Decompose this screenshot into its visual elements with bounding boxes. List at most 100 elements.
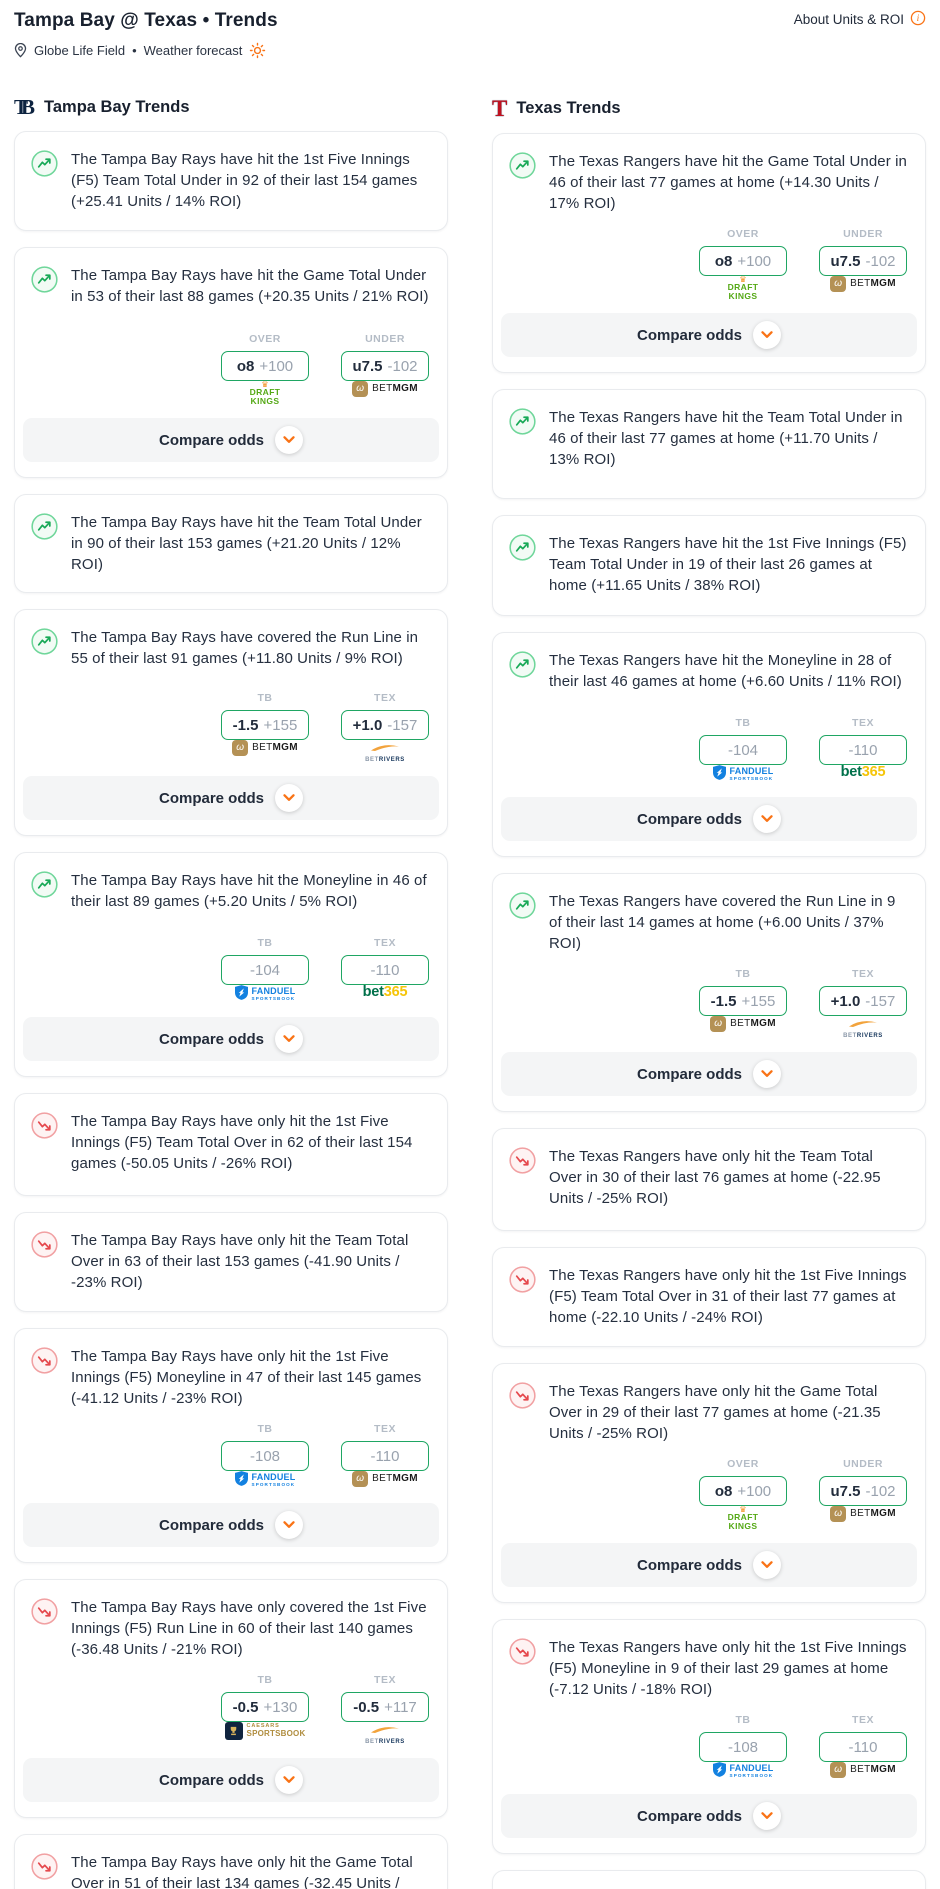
odds-option-label: TEX: [374, 1423, 396, 1435]
trends-columns: TB Tampa Bay Trends The Tampa Bay Rays h…: [14, 97, 926, 1889]
trend-down-icon: [31, 1231, 58, 1258]
trend-card: The Tampa Bay Rays have only hit the Gam…: [14, 1834, 448, 1889]
trend-text: The Tampa Bay Rays have hit the Team Tot…: [71, 514, 422, 573]
tampa-bay-card-list: The Tampa Bay Rays have hit the 1st Five…: [14, 131, 448, 1889]
compare-odds-label: Compare odds: [636, 1807, 742, 1825]
page-title: Tampa Bay @ Texas • Trends: [14, 10, 278, 31]
trend-text: The Texas Rangers have only hit the Game…: [549, 1383, 881, 1442]
sportsbook-logo-fanduel: FANDUEL SPORTSBOOK: [699, 1762, 787, 1781]
odds-section: TB -1.5 +155 ω BETMGM TEX +1.0 -157 BETRIVERS Com…: [23, 678, 439, 820]
weather-forecast-link[interactable]: Weather forecast: [143, 43, 243, 58]
info-icon[interactable]: i: [910, 10, 926, 29]
odds-option: TEX -0.5 +117 BETRIVERS: [341, 1674, 429, 1745]
compare-odds-button[interactable]: Compare odds: [23, 776, 439, 820]
odds-value-button[interactable]: -104: [699, 735, 787, 765]
odds-value-button[interactable]: -110: [819, 1732, 907, 1762]
trend-card: The Tampa Bay Rays have only hit the 1st…: [14, 1093, 448, 1196]
about-units-roi-link[interactable]: About Units & ROI i: [794, 10, 926, 29]
sportsbook-logo-betmgm: ω BETMGM: [699, 1016, 787, 1032]
trend-text: The Texas Rangers have only hit the 1st …: [549, 1639, 907, 1698]
compare-odds-label: Compare odds: [636, 1065, 742, 1083]
compare-odds-button[interactable]: Compare odds: [23, 1758, 439, 1802]
compare-odds-button[interactable]: Compare odds: [23, 418, 439, 462]
compare-odds-label: Compare odds: [158, 789, 264, 807]
lion-icon: ω: [830, 1506, 847, 1522]
page-header: Tampa Bay @ Texas • Trends About Units &…: [14, 10, 926, 32]
lion-icon: ω: [232, 740, 249, 756]
odds-value-button[interactable]: +1.0 -157: [341, 710, 429, 740]
trend-down-icon: [31, 1853, 58, 1880]
odds-value-button[interactable]: u7.5 -102: [819, 1476, 907, 1506]
shield-icon: [234, 1471, 248, 1490]
compare-odds-button[interactable]: Compare odds: [23, 1017, 439, 1061]
compare-odds-button[interactable]: Compare odds: [501, 1794, 917, 1838]
separator-dot: •: [132, 43, 137, 58]
compare-odds-button[interactable]: Compare odds: [501, 797, 917, 841]
lion-icon: ω: [710, 1016, 727, 1032]
trend-card: The Texas Rangers have only hit the 1st …: [492, 1619, 926, 1854]
sportsbook-logo-betmgm: ω BETMGM: [819, 1762, 907, 1778]
odds-option: TB -108 FANDUEL SPORTSBOOK: [699, 1714, 787, 1781]
chevron-down-icon: [275, 426, 303, 454]
odds-value-button[interactable]: u7.5 -102: [819, 246, 907, 276]
sportsbook-logo-fanduel: FANDUEL SPORTSBOOK: [221, 985, 309, 1004]
odds-value-button[interactable]: -1.5 +155: [699, 986, 787, 1016]
shield-icon: [234, 985, 248, 1004]
odds-value-button[interactable]: -104: [221, 955, 309, 985]
odds-option: UNDER u7.5 -102 ω BETMGM: [819, 1458, 907, 1530]
odds-option: TB -0.5 +130 CAESARS SPORTSBOOK: [221, 1674, 309, 1745]
odds-value-button[interactable]: o8 +100: [221, 351, 309, 381]
odds-value-button[interactable]: -0.5 +117: [341, 1692, 429, 1722]
odds-option-label: UNDER: [843, 1458, 883, 1470]
trend-card: The Texas Rangers have covered the Run L…: [492, 873, 926, 1112]
sportsbook-logo-betmgm: ω BETMGM: [341, 381, 429, 397]
chevron-down-icon: [275, 1025, 303, 1053]
odds-value-button[interactable]: -0.5 +130: [221, 1692, 309, 1722]
compare-odds-label: Compare odds: [158, 1771, 264, 1789]
compare-odds-label: Compare odds: [636, 1556, 742, 1574]
odds-option: TB -1.5 +155 ω BETMGM: [699, 968, 787, 1039]
odds-value-button[interactable]: -108: [699, 1732, 787, 1762]
odds-value-button[interactable]: -110: [341, 1441, 429, 1471]
trend-card: The Tampa Bay Rays have only hit the Tea…: [14, 1212, 448, 1312]
trend-card: The Texas Rangers have only hit the Game…: [492, 1363, 926, 1603]
texas-logo: T: [492, 96, 508, 121]
odds-value-button[interactable]: -1.5 +155: [221, 710, 309, 740]
trend-card: The Tampa Bay Rays have hit the 1st Five…: [14, 131, 448, 231]
sportsbook-logo-draftkings: ♛ DRAFT KINGS: [249, 380, 281, 406]
sportsbook-logo-bet365: bet 365: [362, 984, 408, 1000]
odds-option-label: OVER: [249, 333, 281, 345]
odds-value-button[interactable]: -110: [341, 955, 429, 985]
trend-up-icon: [509, 892, 536, 919]
odds-value-button[interactable]: -108: [221, 1441, 309, 1471]
trend-down-icon: [509, 1382, 536, 1409]
chevron-down-icon: [753, 1551, 781, 1579]
compare-odds-button[interactable]: Compare odds: [501, 1052, 917, 1096]
odds-option-label: TB: [257, 692, 273, 704]
compare-odds-button[interactable]: Compare odds: [501, 1543, 917, 1587]
odds-value-button[interactable]: u7.5 -102: [341, 351, 429, 381]
trend-text: The Texas Rangers have only hit the Team…: [549, 1148, 881, 1207]
odds-option-label: UNDER: [365, 333, 405, 345]
trend-text: The Tampa Bay Rays have only covered the…: [71, 1599, 427, 1658]
compare-odds-button[interactable]: Compare odds: [23, 1503, 439, 1547]
shield-icon: [712, 765, 726, 784]
odds-value-button[interactable]: -110: [819, 735, 907, 765]
sportsbook-logo-betmgm: ω BETMGM: [341, 1471, 429, 1487]
odds-value-button[interactable]: o8 +100: [699, 246, 787, 276]
compare-odds-button[interactable]: Compare odds: [501, 313, 917, 357]
odds-value-button[interactable]: +1.0 -157: [819, 986, 907, 1016]
trend-up-icon: [509, 408, 536, 435]
compare-odds-label: Compare odds: [158, 1516, 264, 1534]
trend-down-icon: [509, 1638, 536, 1665]
lion-icon: ω: [830, 276, 847, 292]
odds-value-button[interactable]: o8 +100: [699, 1476, 787, 1506]
texas-trends-column: T Texas Trends The Texas Rangers have hi…: [492, 97, 926, 1889]
sportsbook-logo-draftkings: ♛ DRAFT KINGS: [727, 1505, 759, 1531]
odds-section: OVER o8 +100 ♛ DRAFT KINGS UNDER u7.5 -102 ω BETMG…: [501, 1444, 917, 1587]
odds-option: TEX -110 bet 365: [341, 937, 429, 1004]
odds-option: OVER o8 +100 ♛ DRAFT KINGS: [699, 228, 787, 300]
lion-icon: ω: [352, 381, 369, 397]
odds-option-label: TEX: [852, 717, 874, 729]
texas-card-list: The Texas Rangers have hit the Game Tota…: [492, 133, 926, 1889]
